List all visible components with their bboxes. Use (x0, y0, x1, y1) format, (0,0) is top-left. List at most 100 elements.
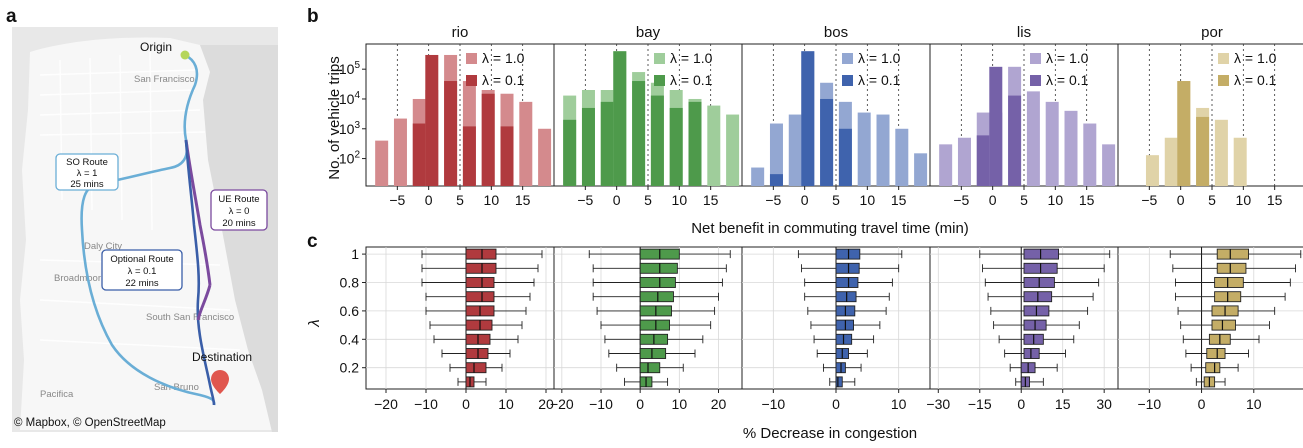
histogram-bar-light (1026, 91, 1040, 186)
boxplot-box (835, 291, 857, 303)
boxplot-box (835, 248, 861, 260)
legend-label-dark: λ = 0.1 (482, 72, 525, 88)
histogram-bar-dark (613, 51, 627, 186)
boxplot-box (465, 362, 487, 374)
map-place-label: South San Francisco (146, 312, 234, 323)
boxplot-y-tick-label: 1 (351, 246, 359, 262)
histogram-por: −5 0 5 10 15 por λ = 1.0 λ = 0.1 (1117, 24, 1303, 208)
histogram-city-title: rio (452, 24, 469, 41)
histogram-y-tick-label: 105 (339, 60, 361, 77)
histogram-x-tick-label: 15 (515, 192, 531, 208)
boxplot-box (639, 262, 678, 274)
histogram-bar-light (707, 105, 721, 186)
histogram-rio: −5 0 5 10 15 rio λ = 1.0 λ = 0.1 (365, 24, 555, 208)
boxplot-box (835, 262, 860, 274)
boxplot-y-axis-title: λ (306, 319, 323, 327)
boxplot-por: −10 0 10 (1117, 246, 1303, 412)
boxplot-x-tick-label: −10 (589, 396, 613, 412)
boxplot-x-tick-label: 10 (1246, 396, 1262, 412)
boxplot-lis: −30 −15 0 15 30 (926, 246, 1119, 412)
histogram-x-tick-label: 10 (672, 192, 688, 208)
boxplot-box (639, 291, 674, 303)
map-place-label: San Bruno (154, 382, 199, 393)
histogram-bar-dark (989, 66, 1003, 186)
map-land (20, 37, 275, 431)
destination-pin-icon (211, 370, 229, 394)
optional-route-lambda: λ = 0.1 (128, 266, 157, 277)
boxplot-bay: −20 −10 0 10 20 (550, 246, 743, 412)
histogram-x-tick-label: −5 (389, 192, 405, 208)
legend-swatch-light (1030, 53, 1041, 64)
ue-route-lambda: λ = 0 (229, 206, 250, 217)
histogram-x-tick-label: 10 (1048, 192, 1064, 208)
histogram-y-axis-title: No. of vehicle trips (326, 56, 343, 179)
boxplot-x-tick-label: 10 (672, 396, 688, 412)
histogram-bar-light (769, 123, 783, 186)
histogram-bar-dark (481, 93, 495, 186)
histogram-bar-dark (801, 51, 815, 186)
histogram-bar-dark (581, 107, 595, 186)
legend-swatch-dark (654, 75, 665, 86)
boxplot-box (1023, 348, 1040, 359)
boxplot-rio: −20 −10 0 10 20 (365, 246, 555, 412)
boxplot-box (465, 319, 493, 331)
map-place-label: Pacifica (40, 389, 74, 400)
map-streets (39, 51, 241, 351)
histogram-bar-light (1064, 110, 1078, 186)
legend-label-dark: λ = 0.1 (670, 72, 713, 88)
boxplot-box (465, 291, 495, 303)
boxplot-box (835, 376, 843, 388)
histogram-city-title: lis (1017, 24, 1031, 41)
histogram-bar-light (1145, 155, 1159, 186)
boxplot-box (639, 277, 676, 288)
histogram-bar-dark (838, 128, 852, 186)
histogram-bar-light (538, 128, 552, 186)
histogram-x-tick-label: −5 (765, 192, 781, 208)
map-panel: San Francisco Daly City Broadmoor South … (12, 27, 278, 432)
histogram-x-axis-title: Net benefit in commuting travel time (mi… (691, 220, 969, 237)
panel-letter-a: a (6, 6, 17, 27)
ue-route-line (184, 139, 212, 286)
histogram-y-tick-label: 102 (339, 150, 361, 167)
histogram-x-tick-label: 0 (801, 192, 809, 208)
boxplot-box (465, 348, 489, 359)
histogram-x-tick-label: 5 (832, 192, 840, 208)
map-place-label: Broadmoor (54, 273, 101, 284)
histogram-city-title: bay (636, 24, 661, 41)
boxplot-x-tick-label: 20 (538, 396, 554, 412)
histogram-x-tick-label: 15 (1267, 192, 1283, 208)
so-route-name: SO Route (66, 157, 108, 168)
histogram-bar-dark (1196, 116, 1210, 186)
histogram-bar-light (939, 144, 953, 186)
histogram-y-tick-label: 104 (339, 90, 361, 107)
histogram-bos: −5 0 5 10 15 bos λ = 1.0 λ = 0.1 (741, 24, 931, 208)
histogram-bar-dark (600, 101, 614, 186)
boxplot-y-tick-label: 0.8 (340, 275, 360, 291)
legend-label-dark: λ = 0.1 (1234, 72, 1277, 88)
histogram-bar-dark (563, 119, 577, 186)
legend-swatch-light (1218, 53, 1229, 64)
boxplot-x-tick-label: −20 (374, 396, 398, 412)
boxplot-box (639, 348, 667, 359)
boxplot-x-tick-label: −10 (414, 396, 438, 412)
boxplot-x-tick-label: 10 (891, 396, 907, 412)
histogram-x-tick-label: 5 (1020, 192, 1028, 208)
histogram-x-tick-label: −5 (1141, 192, 1157, 208)
legend-label-light: λ = 1.0 (482, 50, 525, 66)
boxplot-x-tick-label: −10 (1137, 396, 1161, 412)
histogram-x-tick-label: 0 (1177, 192, 1185, 208)
histogram-bar-dark (500, 126, 514, 186)
histogram-bar-light (726, 114, 740, 186)
legend-label-dark: λ = 0.1 (1046, 72, 1089, 88)
boxplot-box (639, 362, 661, 374)
histogram-city-title: por (1201, 24, 1223, 41)
histogram-panels: −5 0 5 10 15 rio λ = 1.0 λ = 0.1 −5 0 5 10 15 bay λ = … (339, 24, 1303, 208)
legend-swatch-light (654, 53, 665, 64)
histogram-x-tick-label: 10 (1236, 192, 1252, 208)
histogram-bar-light (957, 137, 971, 186)
histogram-bar-dark (425, 54, 439, 186)
exponent: 5 (354, 60, 360, 71)
ue-route-callout: UE Route λ = 0 20 mins (210, 189, 268, 231)
boxplot-x-tick-label: 20 (711, 396, 727, 412)
